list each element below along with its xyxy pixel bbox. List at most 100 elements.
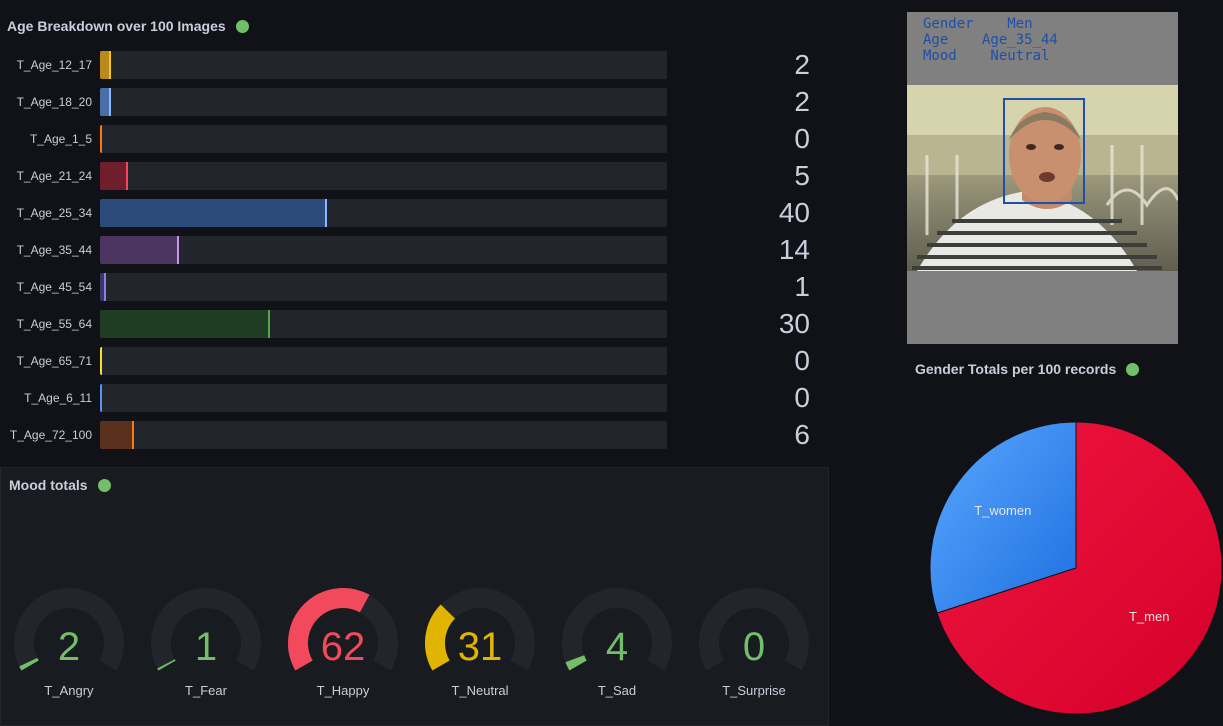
age-bar-track xyxy=(100,310,667,338)
age-bar-cap xyxy=(268,310,271,338)
age-bar-value: 0 xyxy=(794,382,810,413)
age-bar-row: T_Age_12_17 2 xyxy=(0,49,830,80)
age-bar-label: T_Age_1_5 xyxy=(29,132,92,146)
gauge-value: 4 xyxy=(605,625,629,669)
gauge-arc xyxy=(14,588,124,671)
age-bar-value: 30 xyxy=(778,308,810,339)
age-bar-row: T_Age_35_44 14 xyxy=(0,234,830,265)
age-bar-track xyxy=(100,273,667,301)
gender-overlay-text: Gender Men xyxy=(923,16,1033,32)
mood-gauge: 62 T_Happy xyxy=(283,583,403,703)
age-bar-cap xyxy=(132,421,135,449)
mood-panel-header: Mood totals xyxy=(9,477,111,493)
age-bar-value: 1 xyxy=(794,271,810,302)
mood-gauge: 2 T_Angry xyxy=(9,583,129,703)
gauge-value: 1 xyxy=(194,625,218,669)
age-bar-value: 14 xyxy=(778,234,810,265)
gauge-arc xyxy=(151,588,261,671)
gauge-track xyxy=(14,588,124,671)
pie-label: T_men xyxy=(1129,609,1169,624)
age-panel-title: Age Breakdown over 100 Images xyxy=(7,18,226,34)
gauge-track xyxy=(151,588,261,671)
age-bar-fill xyxy=(100,421,135,449)
age-bar-fill xyxy=(100,162,129,190)
age-bar-value: 0 xyxy=(794,345,810,376)
gauge-arc xyxy=(699,588,809,671)
age-bar-cap xyxy=(103,273,106,301)
age-bar-value: 5 xyxy=(794,160,810,191)
mood-gauge: 4 T_Sad xyxy=(557,583,677,703)
age-bar-fill xyxy=(100,199,327,227)
status-dot-icon xyxy=(235,19,249,33)
age-bar-track xyxy=(100,421,667,449)
age-bar-cap xyxy=(126,162,129,190)
gauge-fill xyxy=(565,655,587,671)
age-overlay-text: Age Age_35_44 xyxy=(923,32,1058,48)
age-bar-track xyxy=(100,125,667,153)
age-bar-track xyxy=(100,384,667,412)
age-bar-cap xyxy=(177,236,180,264)
mood-totals-panel: Mood totals 2 T_Angry 1 T_Fear 62 T_Happy 31 T_… xyxy=(0,467,829,726)
gender-panel-header: Gender Totals per 100 records xyxy=(915,361,1140,377)
age-bar-label: T_Age_25_34 xyxy=(16,206,92,220)
age-bar-fill xyxy=(100,236,180,264)
gender-pie-chart: T_women T_men xyxy=(929,421,1223,715)
gauge-value: 31 xyxy=(457,625,503,669)
age-bar-row: T_Age_25_34 40 xyxy=(0,197,830,228)
gauge-label: T_Angry xyxy=(44,683,94,698)
gauge-label: T_Neutral xyxy=(451,683,509,698)
gauge-label: T_Surprise xyxy=(722,683,786,698)
status-dot-icon xyxy=(1126,362,1140,376)
gauge-fill xyxy=(19,657,39,671)
gauge-value: 0 xyxy=(742,625,766,669)
gauge-label: T_Fear xyxy=(185,683,227,698)
age-bar-row: T_Age_6_11 0 xyxy=(0,382,830,413)
face-detection-image: Gender Men Age Age_35_44 Mood Neutral xyxy=(907,12,1178,344)
age-bar-track xyxy=(100,199,667,227)
age-bar-row: T_Age_72_100 6 xyxy=(0,419,830,450)
gender-panel-title: Gender Totals per 100 records xyxy=(915,361,1117,377)
status-dot-icon xyxy=(97,478,111,492)
age-bar-value: 0 xyxy=(794,123,810,154)
gauge-fill xyxy=(425,604,456,671)
age-bar-label: T_Age_65_71 xyxy=(16,354,92,368)
age-bar-label: T_Age_6_11 xyxy=(24,391,92,405)
gauge-value: 62 xyxy=(320,625,366,669)
age-bar-cap xyxy=(100,125,102,153)
age-bar-label: T_Age_45_54 xyxy=(16,280,92,294)
age-bar-label: T_Age_18_20 xyxy=(16,95,92,109)
mood-panel-title: Mood totals xyxy=(9,477,88,493)
age-bar-row: T_Age_18_20 2 xyxy=(0,86,830,117)
age-bar-value: 2 xyxy=(794,49,810,80)
age-bar-label: T_Age_35_44 xyxy=(16,243,92,257)
age-bar-value: 40 xyxy=(778,197,810,228)
age-bar-row: T_Age_21_24 5 xyxy=(0,160,830,191)
age-bar-track xyxy=(100,51,667,79)
age-bar-cap xyxy=(100,347,102,375)
age-bar-cap xyxy=(109,88,112,116)
age-bar-fill xyxy=(100,88,112,116)
pie-slice-t-women xyxy=(929,421,1077,614)
mood-gauge: 1 T_Fear xyxy=(146,583,266,703)
age-bar-label: T_Age_12_17 xyxy=(16,58,92,72)
age-bar-value: 2 xyxy=(794,86,810,117)
age-bar-track xyxy=(100,162,667,190)
age-bar-label: T_Age_55_64 xyxy=(16,317,92,331)
age-bar-cap xyxy=(324,199,327,227)
gauge-track xyxy=(699,588,809,671)
gauge-arc xyxy=(425,588,535,671)
pie-label: T_women xyxy=(974,503,1031,518)
age-bar-row: T_Age_45_54 1 xyxy=(0,271,830,302)
age-bar-label: T_Age_21_24 xyxy=(16,169,92,183)
gauge-fill xyxy=(157,659,176,671)
age-bar-label: T_Age_72_100 xyxy=(9,428,92,442)
gauge-value: 2 xyxy=(57,625,81,669)
gauge-arc xyxy=(288,588,398,671)
age-bar-row: T_Age_1_5 0 xyxy=(0,123,830,154)
age-bar-cap xyxy=(100,384,102,412)
age-bar-track xyxy=(100,236,667,264)
gauge-track xyxy=(562,588,672,671)
age-bar-fill xyxy=(100,273,106,301)
gauge-label: T_Sad xyxy=(597,683,637,698)
face-photo-illustration xyxy=(907,85,1178,271)
